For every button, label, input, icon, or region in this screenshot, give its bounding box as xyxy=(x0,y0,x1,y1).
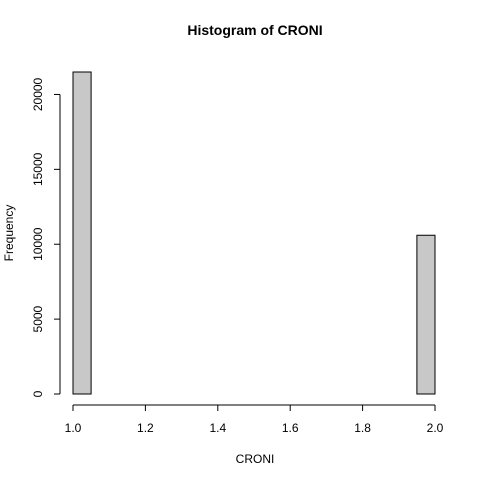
x-tick-label: 1.4 xyxy=(209,421,226,435)
x-tick-label: 1.0 xyxy=(65,421,82,435)
x-axis-label: CRONI xyxy=(236,452,275,466)
chart-title: Histogram of CRONI xyxy=(187,22,322,38)
y-axis-ticks: 0 5000 10000 15000 20000 xyxy=(31,77,60,397)
x-tick-label: 1.8 xyxy=(354,421,371,435)
y-tick-label: 20000 xyxy=(31,77,45,111)
y-tick-label: 0 xyxy=(31,390,45,397)
y-tick-label: 10000 xyxy=(31,227,45,261)
x-tick-label: 1.6 xyxy=(282,421,299,435)
x-tick-label: 1.2 xyxy=(137,421,154,435)
y-tick-label: 15000 xyxy=(31,152,45,186)
y-tick-label: 5000 xyxy=(31,305,45,332)
x-axis-ticks: 1.0 1.2 1.4 1.6 1.8 2.0 xyxy=(65,405,444,435)
histogram-bar xyxy=(416,234,436,395)
y-axis-label: Frequency xyxy=(2,205,16,262)
histogram-bar xyxy=(72,71,92,395)
histogram-bars xyxy=(72,71,436,395)
x-tick-label: 2.0 xyxy=(427,421,444,435)
